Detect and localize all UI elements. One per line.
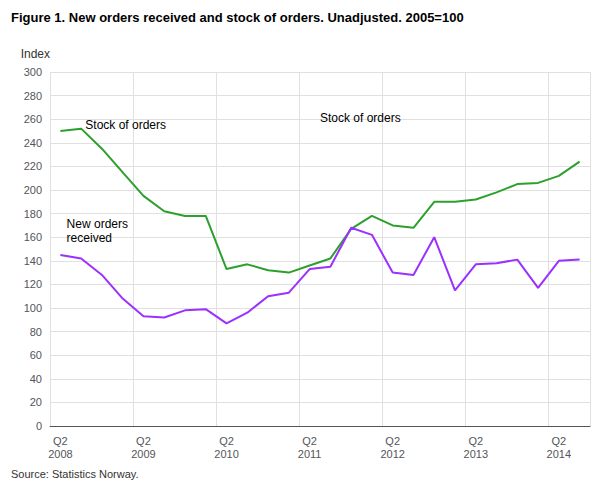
svg-text:2011: 2011 [298, 448, 322, 460]
svg-text:2009: 2009 [131, 448, 155, 460]
svg-text:2012: 2012 [380, 448, 404, 460]
svg-text:100: 100 [24, 302, 42, 314]
svg-text:220: 220 [24, 160, 42, 172]
svg-text:140: 140 [24, 255, 42, 267]
svg-text:300: 300 [24, 66, 42, 78]
svg-text:280: 280 [24, 90, 42, 102]
svg-text:0: 0 [36, 420, 42, 432]
svg-text:200: 200 [24, 184, 42, 196]
svg-text:Q2: Q2 [552, 435, 567, 447]
svg-text:240: 240 [24, 137, 42, 149]
svg-text:received: received [67, 231, 112, 245]
svg-text:40: 40 [30, 373, 42, 385]
svg-text:Source: Statistics Norway.: Source: Statistics Norway. [11, 468, 139, 480]
svg-text:2013: 2013 [464, 448, 488, 460]
svg-text:Q2: Q2 [219, 435, 234, 447]
svg-text:60: 60 [30, 349, 42, 361]
svg-text:Q2: Q2 [136, 435, 151, 447]
svg-text:2008: 2008 [48, 448, 72, 460]
svg-text:Stock of orders: Stock of orders [85, 118, 166, 132]
svg-text:260: 260 [24, 113, 42, 125]
svg-text:Q2: Q2 [302, 435, 317, 447]
svg-text:Q2: Q2 [53, 435, 68, 447]
svg-text:160: 160 [24, 231, 42, 243]
svg-text:Index: Index [21, 47, 50, 61]
svg-text:Q2: Q2 [468, 435, 483, 447]
svg-text:Figure 1. New orders received: Figure 1. New orders received and stock … [11, 10, 464, 25]
svg-text:120: 120 [24, 278, 42, 290]
svg-text:Stock of orders: Stock of orders [320, 111, 401, 125]
svg-text:New orders: New orders [67, 217, 128, 231]
svg-text:80: 80 [30, 326, 42, 338]
svg-text:180: 180 [24, 208, 42, 220]
svg-text:20: 20 [30, 396, 42, 408]
svg-text:2010: 2010 [214, 448, 238, 460]
svg-text:Q2: Q2 [385, 435, 400, 447]
svg-text:2014: 2014 [547, 448, 571, 460]
